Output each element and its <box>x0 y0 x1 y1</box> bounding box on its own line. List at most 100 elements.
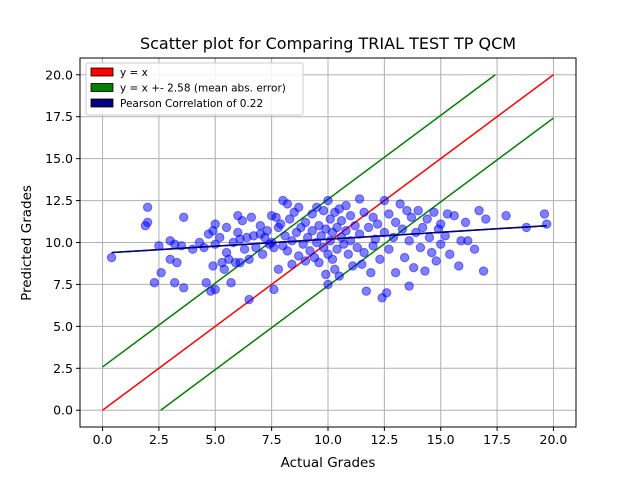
y-tick-label: 12.5 <box>45 193 73 208</box>
legend-swatch <box>90 67 114 77</box>
scatter-point <box>478 266 489 276</box>
scatter-point <box>348 261 358 271</box>
scatter-point <box>106 252 117 263</box>
scatter-point <box>172 257 182 268</box>
scatter-point <box>463 236 473 246</box>
scatter-point <box>275 219 286 229</box>
scatter-point <box>318 242 329 253</box>
scatter-point <box>318 205 329 216</box>
scatter-point <box>481 214 491 224</box>
scatter-point <box>390 267 401 278</box>
scatter-point <box>298 239 308 249</box>
scatter-point <box>307 226 317 236</box>
scatter-point <box>244 294 254 305</box>
scatter-point <box>169 278 180 288</box>
scatter-point <box>300 217 311 228</box>
scatter-point <box>469 244 480 254</box>
scatter-point <box>379 195 390 206</box>
scatter-point <box>406 212 417 223</box>
scatter-point <box>334 271 344 281</box>
scatter-point <box>244 254 254 264</box>
x-tick-label: 10.0 <box>314 432 342 447</box>
scatter-point <box>352 242 363 253</box>
scatter-point <box>336 215 347 226</box>
scatter-point <box>366 267 376 278</box>
scatter-point <box>427 247 437 258</box>
y-tick-label: 20.0 <box>45 67 73 82</box>
scatter-point <box>395 199 405 209</box>
scatter-point <box>474 205 484 216</box>
y-axis-label: Predicted Grades <box>19 185 35 301</box>
scatter-point <box>262 226 272 236</box>
scatter-point <box>399 252 410 263</box>
scatter-point <box>321 269 331 280</box>
scatter-point <box>226 278 236 288</box>
scatter-point <box>363 222 374 233</box>
scatter-point <box>330 264 340 275</box>
x-tick-label: 7.5 <box>262 432 282 447</box>
scatter-point <box>287 259 297 270</box>
scatter-point <box>280 231 290 241</box>
scatter-point <box>404 236 414 246</box>
x-tick-label: 15.0 <box>427 432 455 447</box>
scatter-point <box>390 217 401 228</box>
scatter-point <box>325 236 335 246</box>
scatter-point <box>354 229 365 239</box>
y-tick-label: 5.0 <box>53 319 73 334</box>
legend-box <box>85 62 304 116</box>
scatter-point <box>445 249 455 259</box>
scatter-point <box>257 249 268 259</box>
x-tick-label: 20.0 <box>540 432 568 447</box>
scatter-point <box>293 202 304 212</box>
scatter-point <box>156 267 166 278</box>
scatter-point <box>341 226 351 236</box>
scatter-point <box>424 232 435 243</box>
scatter-point <box>332 222 342 233</box>
scatter-point <box>188 244 198 254</box>
scatter-point <box>384 209 394 219</box>
scatter-point <box>501 210 511 221</box>
scatter-point <box>357 259 367 270</box>
scatter-point <box>345 210 356 221</box>
scatter-point <box>179 212 189 223</box>
scatter-point <box>332 244 342 254</box>
x-tick-label: 17.5 <box>483 432 511 447</box>
scatter-point <box>325 214 335 224</box>
error-band-line <box>102 74 496 368</box>
legend: y = x y = x +- 2.58 (mean abs. error) Pear… <box>85 62 304 116</box>
scatter-point <box>323 279 333 290</box>
scatter-point <box>361 286 372 296</box>
y-tick-label: 7.5 <box>53 277 73 292</box>
scatter-point <box>282 246 293 256</box>
scatter-point <box>307 209 317 219</box>
scatter-point <box>422 214 432 224</box>
scatter-point <box>415 242 426 253</box>
scatter-point <box>431 256 441 266</box>
scatter-point <box>417 222 428 233</box>
scatter-point <box>449 210 459 221</box>
scatter-point <box>413 205 423 216</box>
scatter-point <box>149 278 160 288</box>
scatter-point <box>420 266 430 276</box>
scatter-point <box>314 257 324 268</box>
correlation-line-overlay <box>111 224 547 254</box>
scatter-point <box>284 214 295 224</box>
x-tick-label: 5.0 <box>205 432 225 447</box>
scatter-point <box>293 251 304 261</box>
scatter-point <box>269 284 279 295</box>
scatter-point <box>271 212 281 223</box>
scatter-point <box>219 264 229 275</box>
scatter-point <box>541 219 552 229</box>
scatter-point <box>210 219 220 229</box>
scatter-point <box>303 232 313 243</box>
legend-swatch <box>90 83 114 92</box>
y-axis-ticks: 0.0 2.5 5.0 7.5 10.0 12.5 15.0 17.5 20.0 <box>45 67 80 418</box>
scatter-point <box>246 212 257 223</box>
legend-label: y = x <box>120 67 148 79</box>
scatter-point <box>354 194 365 204</box>
scatter-point <box>379 227 390 238</box>
scatter-point <box>408 262 419 273</box>
scatter-point <box>345 236 356 246</box>
